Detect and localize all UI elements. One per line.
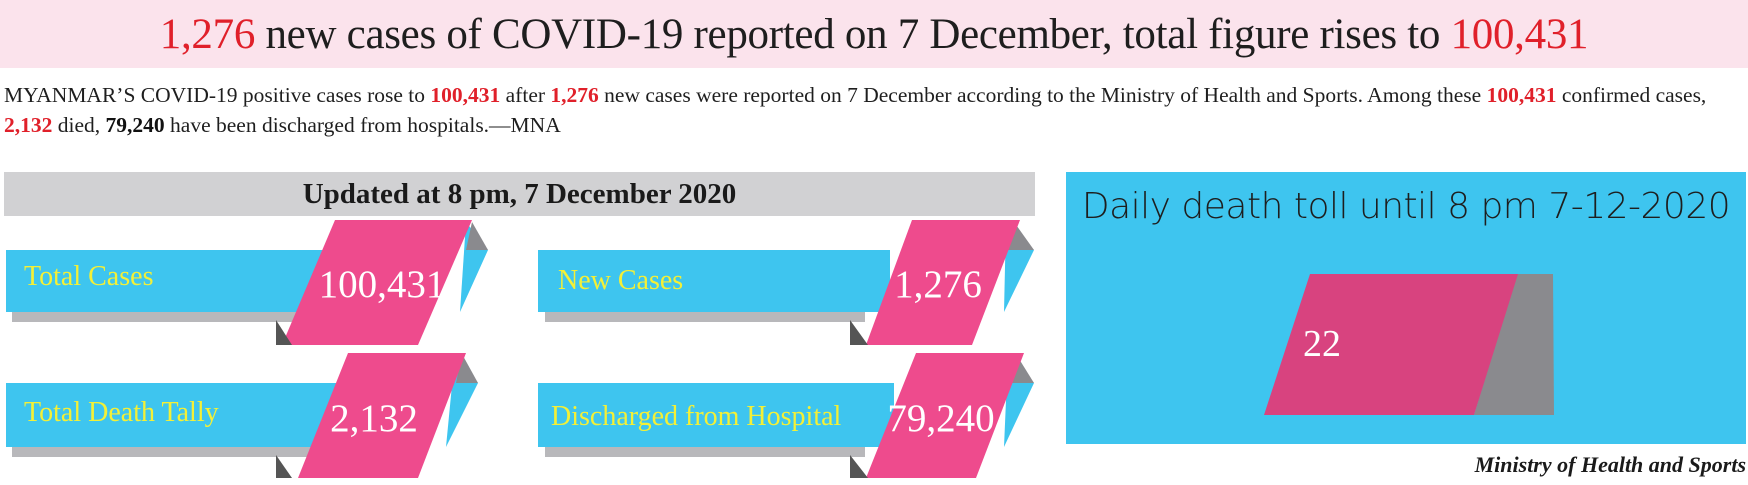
source-credit: Ministry of Health and Sports bbox=[1474, 452, 1746, 477]
stat-label: Total Death Tally bbox=[24, 397, 219, 428]
headline: 1,276 new cases of COVID-19 reported on … bbox=[159, 10, 1589, 59]
lead-text-5: died, bbox=[52, 113, 106, 137]
stat-value: 1,276 bbox=[894, 263, 982, 306]
stat-value: 100,431 bbox=[318, 263, 446, 306]
headline-band: 1,276 new cases of COVID-19 reported on … bbox=[0, 0, 1748, 68]
stat-shadow bbox=[545, 445, 865, 457]
lead-text-1: MYANMAR’S COVID-19 positive cases rose t… bbox=[4, 83, 431, 107]
stat-value: 79,240 bbox=[887, 397, 995, 440]
stat-label: Discharged from Hospital bbox=[551, 401, 842, 432]
lead-total-2: 100,431 bbox=[1486, 83, 1557, 107]
daily-death-title: Daily death toll until 8 pm 7-12-2020 bbox=[1081, 186, 1731, 227]
lead-total: 100,431 bbox=[430, 83, 501, 107]
stat-shadow bbox=[12, 310, 308, 322]
headline-text: new cases of COVID-19 reported on 7 Dece… bbox=[255, 10, 1451, 58]
headline-new-cases: 1,276 bbox=[159, 10, 256, 58]
stat-shadow bbox=[12, 445, 312, 457]
lead-text-4: confirmed cases, bbox=[1556, 83, 1707, 107]
stat-bar bbox=[538, 383, 894, 447]
stat-bar bbox=[538, 250, 890, 312]
lead-text-6: have been discharged from hospitals.—MNA bbox=[164, 113, 561, 137]
updated-text: Updated at 8 pm, 7 December 2020 bbox=[302, 177, 737, 210]
stat-bar bbox=[6, 383, 346, 447]
stat-shadow bbox=[545, 310, 865, 322]
daily-death-shape bbox=[1264, 274, 1554, 415]
lead-new-cases: 1,276 bbox=[550, 83, 599, 107]
lead-paragraph: MYANMAR’S COVID-19 positive cases rose t… bbox=[4, 80, 1746, 140]
stat-bar bbox=[6, 250, 336, 312]
lead-text-3: new cases were reported on 7 December ac… bbox=[598, 83, 1487, 107]
stat-label: Total Cases bbox=[24, 261, 154, 292]
lead-text-2: after bbox=[500, 83, 551, 107]
daily-death-panel: Daily death toll until 8 pm 7-12-2020 bbox=[1066, 172, 1746, 444]
stat-value: 2,132 bbox=[330, 397, 418, 440]
daily-death-value: 22 bbox=[1303, 323, 1341, 365]
headline-total: 100,431 bbox=[1450, 10, 1589, 58]
lead-died: 2,132 bbox=[4, 113, 53, 137]
updated-bar: Updated at 8 pm, 7 December 2020 bbox=[4, 172, 1035, 216]
stat-label: New Cases bbox=[558, 265, 684, 296]
lead-discharged: 79,240 bbox=[105, 113, 165, 137]
